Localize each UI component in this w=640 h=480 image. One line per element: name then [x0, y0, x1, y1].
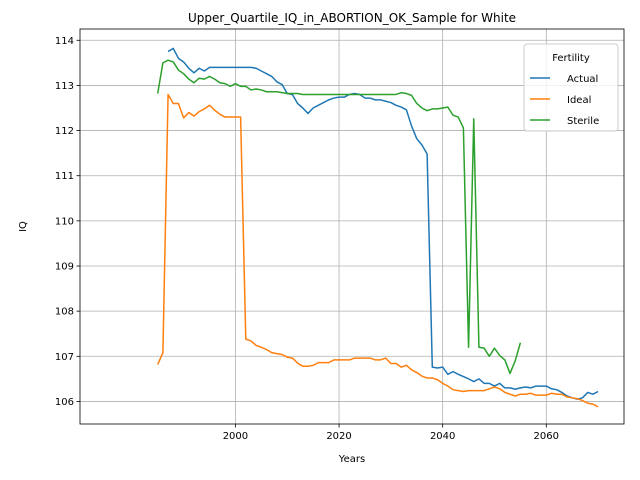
- x-tick-label: 2000: [223, 431, 248, 442]
- y-axis-label: IQ: [18, 221, 29, 232]
- legend-label-sterile: Sterile: [567, 116, 599, 127]
- series-line-actual: [167, 47, 599, 400]
- y-tick-label: 109: [55, 262, 74, 273]
- series-line-ideal: [157, 93, 599, 408]
- x-tick-label: 2060: [534, 431, 559, 442]
- series-line-sterile: [156, 59, 522, 375]
- y-tick-label: 112: [55, 126, 74, 137]
- plot-frame: [79, 28, 625, 425]
- y-tick-label: 111: [55, 171, 74, 182]
- x-tick-label: 2040: [430, 431, 455, 442]
- chart-title: Upper_Quartile_IQ_in_ABORTION_OK_Sample …: [188, 11, 516, 25]
- legend: Fertility Actual Ideal Sterile: [523, 43, 619, 132]
- legend-label-ideal: Ideal: [567, 95, 591, 106]
- y-tick-label: 108: [55, 307, 74, 318]
- y-tick-label: 106: [55, 397, 74, 408]
- legend-title: Fertility: [552, 53, 590, 64]
- legend-label-actual: Actual: [567, 74, 598, 85]
- series-lines: [156, 47, 599, 408]
- x-axis-label: Years: [338, 454, 365, 465]
- x-tick-label: 2020: [326, 431, 351, 442]
- y-tick-label: 114: [55, 36, 74, 47]
- legend-entries: Actual Ideal Sterile: [530, 74, 599, 127]
- y-tick-label: 110: [55, 216, 74, 227]
- y-tick-label: 107: [55, 352, 74, 363]
- y-tick-label: 113: [55, 81, 74, 92]
- ticks: 2000 2020 2040 2060 106 107 108 109 110 111 112 113…: [55, 36, 559, 442]
- legend-box: [523, 43, 619, 132]
